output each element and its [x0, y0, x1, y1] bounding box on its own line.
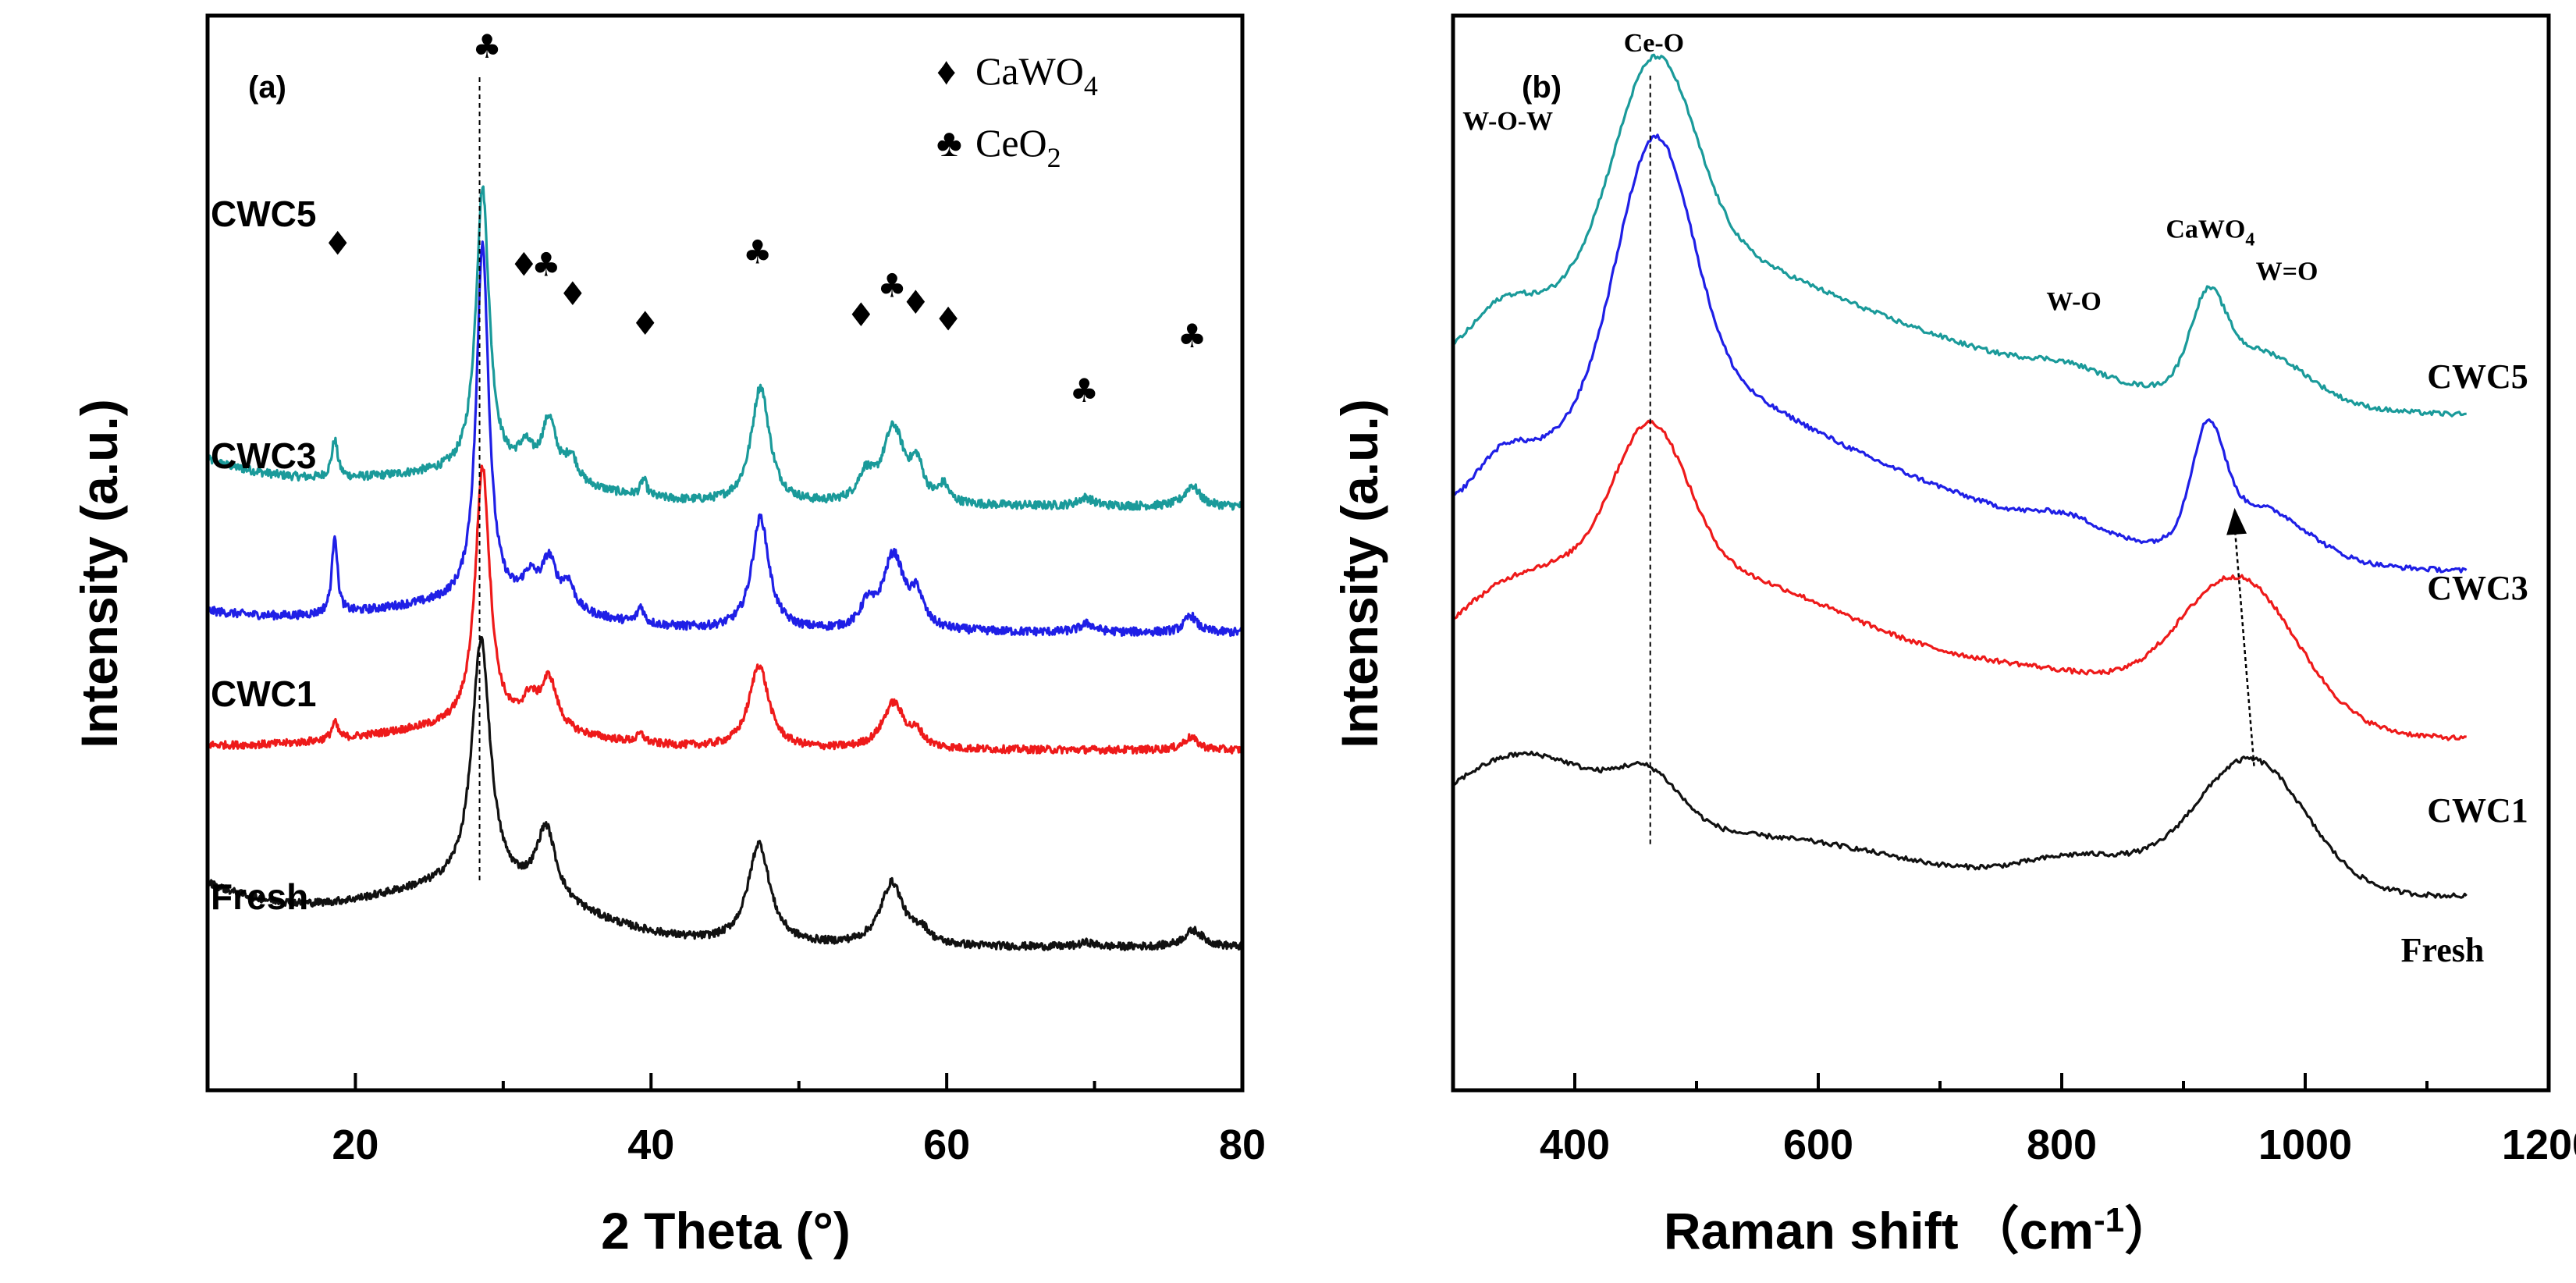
legend-label-ceo2: CeO [975, 121, 1047, 165]
sample-label-fresh: Fresh [2401, 931, 2485, 969]
legend-label-cawo4: CaWO [975, 49, 1084, 93]
panel-a-xtick-labels: 20 40 60 80 [332, 1121, 1266, 1168]
legend-symbol-diamond: ♦ [936, 49, 957, 93]
series-line-cwc5 [206, 185, 1243, 511]
panel-a-markers: ♦♣♦♣♦♦♣♦♣♦ ♦♣♣ [323, 27, 1207, 410]
panel-a-xtick-label: 20 [332, 1121, 378, 1168]
panel-a-series [206, 74, 1244, 951]
marker-club: ♣ [743, 233, 773, 271]
marker-diamond: ♦ [631, 304, 660, 343]
panel-b-xtick-label: 800 [2027, 1121, 2097, 1168]
panel-b-xlabel-close: ） [2124, 1202, 2176, 1260]
panel-a-xtick-label: 40 [627, 1121, 674, 1168]
series-line-cwc3 [1452, 133, 2468, 574]
legend-symbol-club: ♣ [936, 121, 962, 165]
peak-annotation: W=O [2256, 257, 2318, 286]
panel-b-label: (b) [1522, 70, 1562, 105]
marker-diamond: ♦ [510, 245, 539, 283]
panel-b-series [1451, 53, 2468, 899]
sample-label-cwc1: CWC1 [2427, 791, 2528, 830]
series-line-fresh [206, 636, 1244, 951]
peak-annotation: W-O [2046, 287, 2102, 316]
series-line-cwc1 [207, 464, 1244, 755]
marker-diamond: ♦ [846, 296, 876, 334]
panel-b-xlabel-main: Raman shift [1664, 1202, 1959, 1260]
peak-annotation: W-O-W [1462, 107, 1553, 136]
marker-club: ♣ [1178, 317, 1207, 355]
marker-diamond: ♦ [933, 300, 963, 338]
panel-b-xtick-label: 400 [1540, 1121, 1610, 1168]
sample-label-cwc5: CWC5 [2427, 357, 2528, 396]
series-line-cwc5 [1452, 53, 2467, 418]
legend-sub-ceo2: 2 [1047, 142, 1061, 173]
panel-b-frame [1451, 13, 2551, 1093]
sample-label-cwc1: CWC1 [211, 673, 316, 714]
panel-b-xlabel-sup: -1 [2094, 1201, 2124, 1239]
panel-a-xrd: Intensity (a.u.) 2 Theta (°) (a) 20 40 60 8… [70, 13, 1266, 1260]
svg-text:CeO2: CeO2 [975, 121, 1061, 173]
marker-club: ♣ [531, 245, 561, 283]
panel-a-frame [205, 13, 1245, 1093]
panel-b-tick-marks [1451, 1073, 2550, 1090]
panel-b-sample-labels: CWC5 CWC3 CWC1 Fresh [2401, 357, 2528, 969]
marker-club: ♣ [1069, 371, 1099, 410]
series-line-cwc1 [1452, 419, 2467, 741]
panel-b-xtick-label: 1000 [2258, 1121, 2352, 1168]
panel-b-xtick-labels: 400 600 800 1000 1200 [1540, 1121, 2576, 1168]
legend-sub-cawo4: 4 [1084, 70, 1098, 101]
marker-diamond: ♦ [901, 283, 931, 322]
panel-a-xlabel: 2 Theta (°) [601, 1202, 851, 1260]
svg-text:CaWO4: CaWO4 [975, 49, 1098, 101]
panel-b-raman: Intensity (a.u.) Raman shift （cm-1） (b) 4… [1331, 13, 2576, 1260]
panel-a-xtick-label: 80 [1219, 1121, 1266, 1168]
marker-club: ♣ [472, 27, 502, 66]
panel-a-legend: ♦ CaWO4 ♣ CeO2 [936, 49, 1098, 173]
sample-label-cwc3: CWC3 [2427, 569, 2528, 607]
panel-a-xtick-label: 60 [923, 1121, 970, 1168]
legend-entry-ceo2: ♣ CeO2 [936, 121, 1061, 173]
panel-a-ylabel: Intensity (a.u.) [70, 399, 128, 748]
panel-b-xtick-label: 1200 [2502, 1121, 2576, 1168]
series-line-fresh [1451, 750, 2468, 899]
marker-club: ♣ [877, 266, 907, 304]
sample-label-cwc5: CWC5 [211, 194, 316, 234]
marker-diamond: ♦ [558, 275, 588, 313]
panel-b-arrowhead [2226, 507, 2247, 535]
panel-b-shift-arrow [2233, 524, 2255, 766]
peak-annotation: Ce-O [1624, 29, 1684, 58]
panel-a-tick-marks [206, 1073, 1244, 1090]
sample-label-cwc3: CWC3 [211, 435, 316, 476]
series-line-cwc3 [206, 240, 1244, 638]
marker-diamond: ♦ [323, 225, 353, 263]
panel-a-label: (a) [248, 70, 286, 105]
panel-b-ylabel: Intensity (a.u.) [1331, 399, 1388, 748]
panel-b-xlabel-unit: （cm [1968, 1202, 2094, 1260]
sample-label-fresh: Fresh [211, 876, 308, 917]
peak-annotation: CaWO4 [2166, 215, 2254, 251]
panel-a-sample-labels: CWC5 CWC3 CWC1 Fresh [211, 194, 316, 917]
panel-b-xtick-label: 600 [1783, 1121, 1853, 1168]
panel-b-xlabel: Raman shift （cm-1） [1664, 1201, 2176, 1260]
legend-entry-cawo4: ♦ CaWO4 [936, 49, 1098, 101]
